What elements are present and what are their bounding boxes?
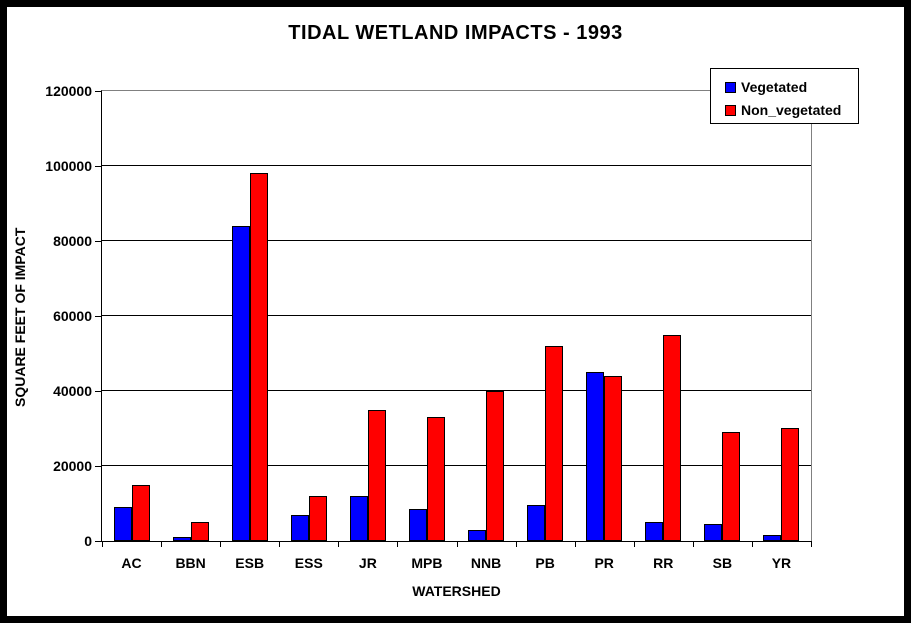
x-axis-tick: [515, 541, 517, 547]
x-axis-tick: [102, 541, 103, 547]
bar-vegetated-jr: [349, 496, 368, 541]
x-tick-label-sb: SB: [712, 555, 733, 571]
x-axis-tick: [574, 541, 576, 547]
bar-vegetated-ess: [290, 515, 309, 541]
legend-label: Vegetated: [741, 79, 808, 95]
bar-non-vegetated-nnb: [486, 391, 505, 541]
x-tick-label-yr: YR: [771, 555, 792, 571]
x-axis-tick: [811, 541, 812, 547]
bar-vegetated-yr: [763, 535, 782, 541]
x-axis-tick: [338, 541, 340, 547]
gridline: [102, 465, 811, 466]
x-tick-label-jr: JR: [358, 555, 377, 571]
legend: Vegetated Non_vegetated: [710, 68, 859, 124]
y-axis-tick: [95, 241, 102, 242]
bar-vegetated-nnb: [468, 530, 487, 541]
y-tick-label: 100000: [45, 158, 92, 174]
bar-vegetated-pr: [586, 372, 605, 541]
legend-label: Non_vegetated: [741, 102, 842, 118]
bar-non-vegetated-rr: [663, 335, 682, 541]
x-tick-label-mpb: MPB: [411, 555, 443, 571]
x-axis-tick: [220, 541, 222, 547]
x-tick-label-ess: ESS: [294, 555, 323, 571]
bar-non-vegetated-ac: [131, 485, 150, 541]
x-axis-tick: [161, 541, 163, 547]
y-tick-label: 0: [84, 533, 92, 549]
y-axis-tick: [95, 166, 102, 167]
x-axis-title: WATERSHED: [412, 583, 501, 599]
bar-vegetated-sb: [704, 524, 723, 541]
bar-non-vegetated-jr: [367, 410, 386, 541]
bar-non-vegetated-sb: [722, 432, 741, 541]
y-axis-tick: [95, 466, 102, 467]
x-tick-label-bbn: BBN: [175, 555, 206, 571]
legend-item-vegetated: Vegetated: [725, 77, 858, 97]
y-axis-tick: [95, 541, 102, 542]
x-axis-tick: [397, 541, 399, 547]
x-axis-tick: [456, 541, 458, 547]
x-axis-tick: [692, 541, 694, 547]
x-tick-label-ac: AC: [121, 555, 142, 571]
bar-non-vegetated-ess: [308, 496, 327, 541]
legend-swatch-icon: [725, 81, 736, 93]
y-axis-tick: [95, 391, 102, 392]
bar-non-vegetated-mpb: [426, 417, 445, 541]
y-tick-label: 20000: [53, 458, 92, 474]
legend-swatch-icon: [725, 104, 736, 116]
y-tick-label: 40000: [53, 383, 92, 399]
bar-non-vegetated-yr: [781, 428, 800, 541]
x-tick-label-pr: PR: [594, 555, 614, 571]
x-tick-label-esb: ESB: [235, 555, 265, 571]
bar-vegetated-mpb: [408, 509, 427, 541]
bar-non-vegetated-pb: [545, 346, 564, 541]
x-tick-label-rr: RR: [653, 555, 674, 571]
gridline: [102, 240, 811, 241]
x-tick-label-nnb: NNB: [470, 555, 502, 571]
plot-area: [101, 90, 812, 542]
bar-vegetated-ac: [113, 507, 132, 541]
bar-non-vegetated-esb: [249, 173, 268, 541]
bar-non-vegetated-pr: [604, 376, 623, 541]
x-axis-tick: [751, 541, 753, 547]
x-axis-tick: [633, 541, 635, 547]
gridline: [102, 165, 811, 166]
y-axis-tick: [95, 316, 102, 317]
y-tick-label: 60000: [53, 308, 92, 324]
bar-non-vegetated-bbn: [190, 522, 209, 541]
chart-title: TIDAL WETLAND IMPACTS - 1993: [288, 22, 623, 44]
gridline: [102, 315, 811, 316]
x-axis-tick: [279, 541, 281, 547]
y-tick-label: 120000: [45, 83, 92, 99]
y-tick-label: 80000: [53, 233, 92, 249]
bar-vegetated-esb: [231, 226, 250, 541]
y-axis-tick: [95, 91, 102, 92]
bar-vegetated-rr: [645, 522, 664, 541]
bar-vegetated-bbn: [172, 537, 191, 541]
gridline: [102, 390, 811, 391]
legend-item-non-vegetated: Non_vegetated: [725, 100, 858, 120]
x-tick-label-pb: PB: [535, 555, 555, 571]
bar-vegetated-pb: [527, 505, 546, 541]
